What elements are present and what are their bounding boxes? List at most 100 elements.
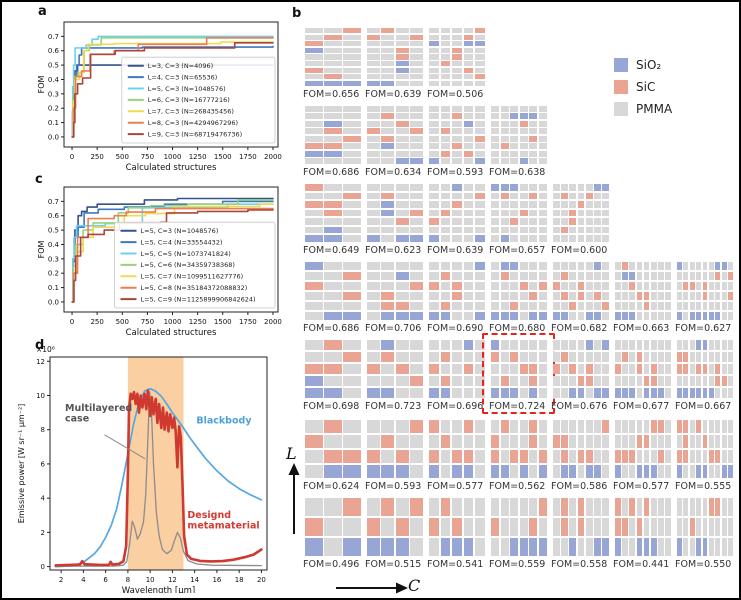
material-cell [529, 291, 538, 301]
material-cell [367, 47, 380, 53]
material-cell [452, 135, 462, 142]
material-cell [569, 363, 577, 375]
structure-grid-L6-C4 [367, 262, 423, 320]
material-cell [615, 311, 621, 320]
material-cell [602, 517, 609, 537]
material-cell [702, 351, 708, 363]
material-cell [677, 434, 682, 449]
material-cell [629, 434, 635, 449]
material-cell [689, 449, 695, 464]
material-cell [519, 106, 528, 112]
material-cell [629, 498, 635, 517]
material-cell [561, 517, 568, 537]
material-cell [650, 363, 657, 375]
material-cell [429, 291, 439, 301]
material-cell [463, 449, 474, 464]
structure-grid-L9-C3 [305, 28, 361, 86]
material-cell [381, 135, 395, 142]
material-cell [500, 517, 509, 537]
material-cell [510, 106, 519, 112]
material-cell [305, 34, 323, 40]
material-cell [343, 537, 361, 556]
material-cell [708, 375, 714, 387]
material-cell [367, 201, 380, 208]
material-cell [689, 375, 695, 387]
fom-label: FOM=0.649 [303, 245, 360, 256]
material-cell [343, 434, 361, 449]
material-cell [452, 34, 462, 40]
material-cell [440, 113, 451, 120]
material-cell [429, 434, 439, 449]
material-cell [475, 184, 485, 191]
material-cell [519, 387, 528, 398]
material-cell [395, 262, 409, 271]
material-cell [569, 498, 577, 517]
material-cell [381, 262, 395, 271]
material-cell [529, 420, 538, 434]
material-cell [650, 340, 657, 351]
material-cell [429, 106, 439, 112]
material-cell [665, 537, 671, 556]
material-cell [395, 150, 409, 157]
material-cell [305, 74, 323, 80]
material-cell [367, 209, 380, 217]
svg-text:6: 6 [41, 460, 46, 468]
material-cell [491, 192, 499, 200]
svg-text:Blackbody: Blackbody [196, 416, 252, 427]
material-cell [569, 218, 577, 225]
material-cell [715, 301, 721, 311]
material-cell [395, 464, 409, 478]
material-cell [602, 537, 609, 556]
material-cell [689, 363, 695, 375]
material-cell [689, 420, 695, 434]
material-cell [538, 135, 547, 142]
material-cell [569, 517, 577, 537]
material-cell [395, 340, 409, 351]
material-cell [696, 271, 701, 281]
material-cell [440, 80, 451, 86]
material-cell [381, 449, 395, 464]
material-cell [569, 226, 577, 234]
material-cell [702, 340, 708, 351]
pmma-label: PMMA [636, 102, 673, 116]
material-cell [440, 363, 451, 375]
material-cell [665, 291, 671, 301]
material-cell [665, 498, 671, 517]
material-cell [305, 54, 323, 60]
material-cell [636, 517, 643, 537]
material-cell [577, 387, 585, 398]
material-cell [510, 218, 519, 225]
material-cell [702, 301, 708, 311]
material-cell [305, 113, 323, 120]
material-cell [615, 375, 621, 387]
material-cell [708, 464, 714, 478]
material-cell [410, 434, 423, 449]
fom-label: FOM=0.559 [489, 559, 546, 570]
material-cell [715, 281, 721, 291]
material-cell [305, 311, 323, 320]
material-cell [491, 281, 499, 291]
material-cell [395, 47, 409, 53]
material-cell [410, 106, 423, 112]
material-cell [585, 340, 593, 351]
material-cell [510, 375, 519, 387]
material-cell [395, 301, 409, 311]
material-cell [475, 291, 485, 301]
material-cell [324, 128, 342, 135]
material-cell [410, 363, 423, 375]
material-cell [594, 363, 601, 375]
material-cell [500, 192, 509, 200]
material-cell [500, 201, 509, 208]
material-cell [650, 537, 657, 556]
material-cell [622, 375, 628, 387]
material-cell [594, 184, 601, 191]
material-cell [510, 271, 519, 281]
material-cell [650, 281, 657, 291]
material-cell [367, 120, 380, 127]
material-cell [463, 192, 474, 200]
material-cell [429, 235, 439, 242]
material-cell [510, 517, 519, 537]
material-cell [643, 271, 650, 281]
material-cell [510, 201, 519, 208]
material-cell [577, 262, 585, 271]
